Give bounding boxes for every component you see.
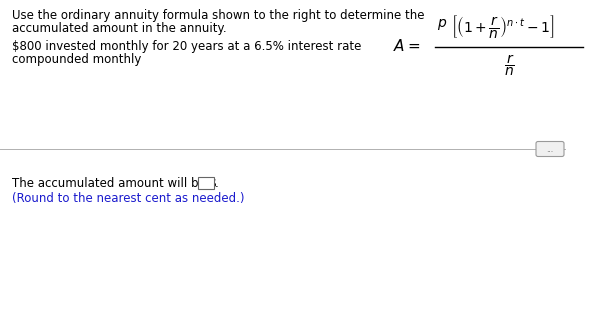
Text: Use the ordinary annuity formula shown to the right to determine the: Use the ordinary annuity formula shown t… [12,9,425,22]
Text: accumulated amount in the annuity.: accumulated amount in the annuity. [12,22,227,35]
Text: $p$: $p$ [437,17,447,33]
Text: compounded monthly: compounded monthly [12,53,141,66]
FancyBboxPatch shape [198,177,214,189]
Text: (Round to the nearest cent as needed.): (Round to the nearest cent as needed.) [12,192,244,205]
Text: $800 invested monthly for 20 years at a 6.5% interest rate: $800 invested monthly for 20 years at a … [12,40,361,53]
Text: .: . [215,177,219,190]
Text: $\dfrac{r}{n}$: $\dfrac{r}{n}$ [503,52,514,78]
FancyBboxPatch shape [536,141,564,157]
Text: $A=$: $A=$ [393,38,420,54]
Text: The accumulated amount will be $: The accumulated amount will be $ [12,177,217,190]
Text: ...: ... [546,145,553,153]
Text: $\left[\left(1+\dfrac{r}{n}\right)^{n \cdot t}-1\right]$: $\left[\left(1+\dfrac{r}{n}\right)^{n \c… [451,14,555,41]
